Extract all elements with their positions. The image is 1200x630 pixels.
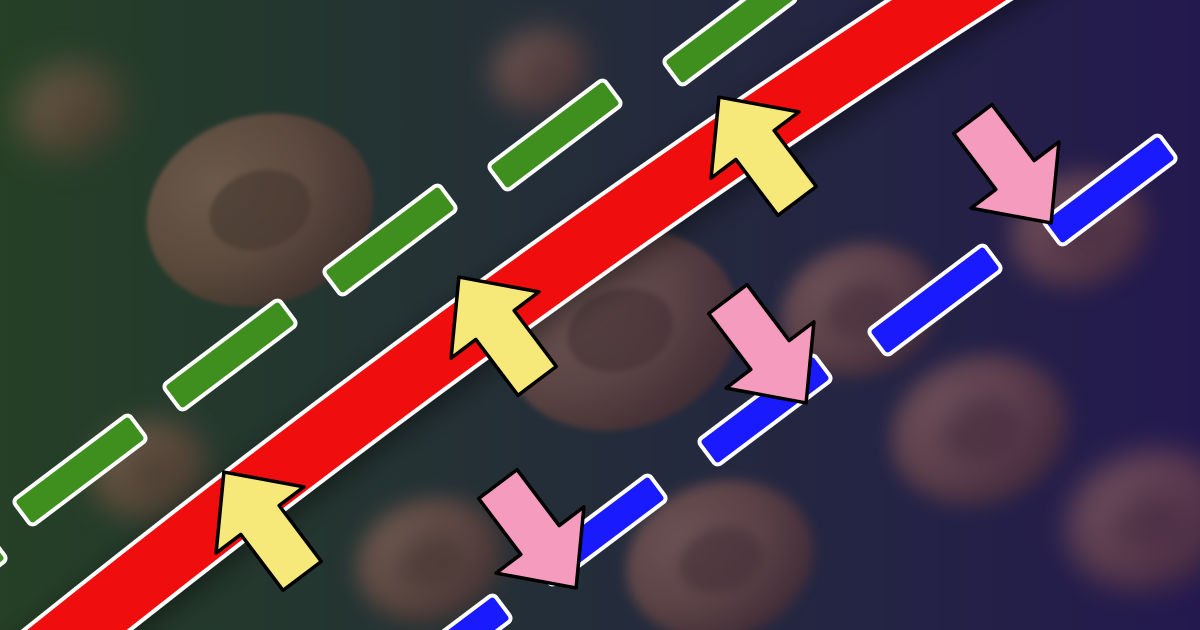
flow-diagram	[0, 0, 1200, 630]
green-dash	[0, 534, 8, 630]
diagram-canvas	[0, 0, 1200, 630]
green-dash	[162, 299, 297, 412]
green-dash	[487, 79, 622, 192]
blue-dash	[867, 244, 1002, 357]
blue-dash	[377, 594, 512, 630]
green-dash	[322, 184, 457, 297]
green-dash	[12, 414, 147, 527]
blue-dash	[1042, 134, 1177, 247]
